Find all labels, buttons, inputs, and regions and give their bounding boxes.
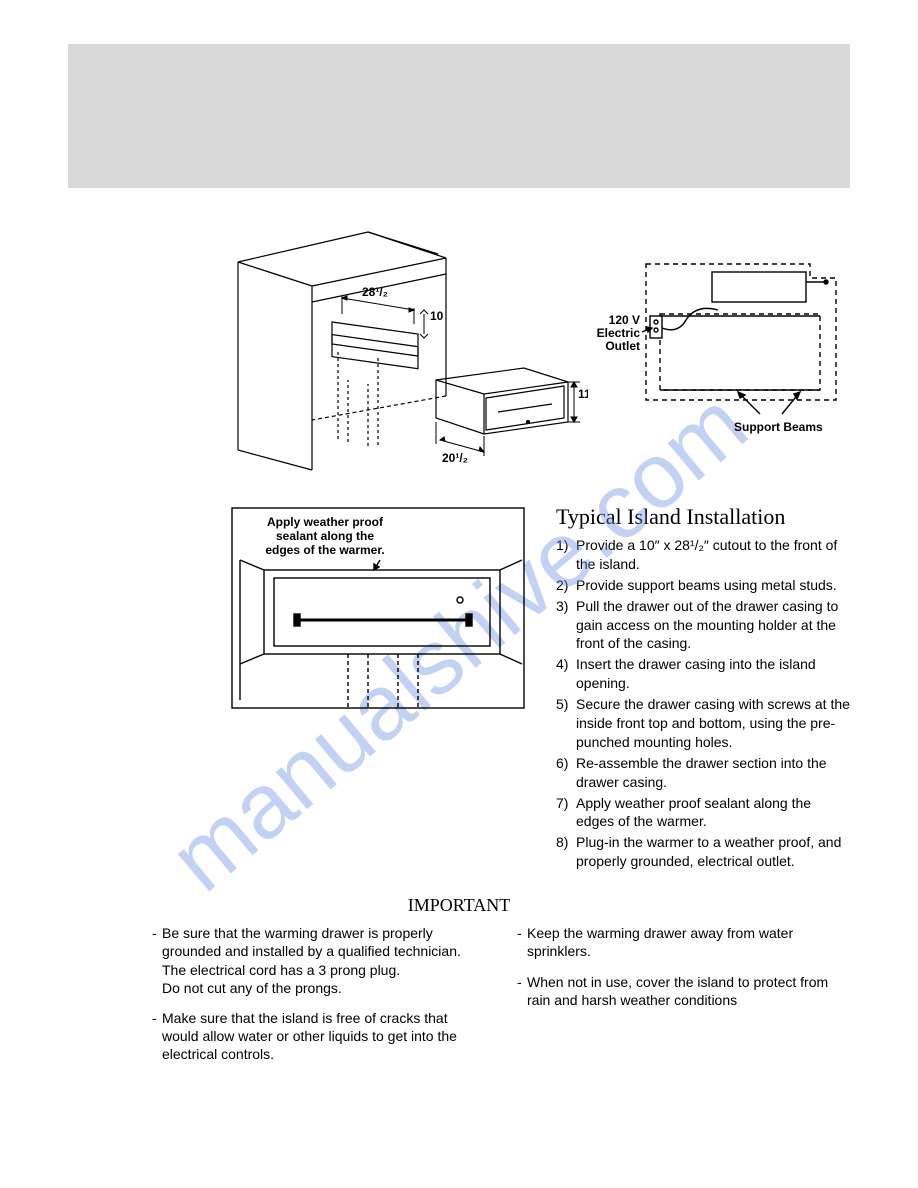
diagrams-row: 28¹/₂ 10 <box>68 222 850 492</box>
step-text: Plug-in the warmer to a weather proof, a… <box>576 833 850 871</box>
diagram-front: Apply weather proof sealant along the ed… <box>228 504 528 714</box>
sealant-label: Apply weather proof sealant along the ed… <box>250 516 400 557</box>
dash: - <box>517 973 527 1009</box>
step-num: 4) <box>556 655 576 693</box>
step-text: Apply weather proof sealant along the ed… <box>576 794 850 832</box>
important-text: When not in use, cover the island to pro… <box>527 973 850 1009</box>
diagram-support: 120 V Electric Outlet <box>630 260 850 420</box>
important-sub: The electrical cord has a 3 prong plug. <box>162 961 485 979</box>
step-text: Secure the drawer casing with screws at … <box>576 695 850 752</box>
step-text: Provide support beams using metal studs. <box>576 576 850 595</box>
outlet-line2: Electric <box>597 326 640 340</box>
dim-width: 28¹/₂ <box>362 285 388 299</box>
important-sub: Do not cut any of the prongs. <box>162 979 485 997</box>
important-text: Keep the warming drawer away from water … <box>527 924 850 960</box>
step-text: Re-assemble the drawer section into the … <box>576 754 850 792</box>
diagram-isometric: 28¹/₂ 10 <box>228 222 588 482</box>
step-num: 1) <box>556 536 576 574</box>
step-num: 7) <box>556 794 576 832</box>
important-text: Be sure that the warming drawer is prope… <box>162 925 461 959</box>
step-num: 2) <box>556 576 576 595</box>
step-num: 6) <box>556 754 576 792</box>
outlet-label: 120 V Electric Outlet <box>584 314 640 354</box>
step-num: 8) <box>556 833 576 871</box>
important-left: - Be sure that the warming drawer is pro… <box>152 924 485 1075</box>
important-heading: IMPORTANT <box>68 895 850 916</box>
step-text: Insert the drawer casing into the island… <box>576 655 850 693</box>
dim-cutout-h: 10 <box>430 309 444 323</box>
install-section: Typical Island Installation 1)Provide a … <box>556 504 850 873</box>
step-num: 5) <box>556 695 576 752</box>
dash: - <box>517 924 527 960</box>
header-banner <box>68 44 850 188</box>
important-columns: - Be sure that the warming drawer is pro… <box>68 924 850 1075</box>
support-beams-label: Support Beams <box>734 420 823 434</box>
sealant-l2: sealant along the <box>276 529 374 543</box>
step-num: 3) <box>556 597 576 654</box>
step-text: Provide a 10″ x 28¹/₂″ cutout to the fro… <box>576 536 850 574</box>
important-text: Make sure that the island is free of cra… <box>162 1009 485 1064</box>
dim-drawer-d: 20¹/₂ <box>442 451 468 465</box>
dash: - <box>152 1009 162 1064</box>
important-right: - Keep the warming drawer away from wate… <box>517 924 850 1075</box>
sealant-l3: edges of the warmer. <box>265 543 384 557</box>
step-text: Pull the drawer out of the drawer casing… <box>576 597 850 654</box>
dim-drawer-h: 11¹/₂ <box>578 387 588 401</box>
install-heading: Typical Island Installation <box>556 504 850 530</box>
outlet-line1: 120 V <box>609 313 640 327</box>
outlet-line3: Outlet <box>605 339 640 353</box>
install-steps: 1)Provide a 10″ x 28¹/₂″ cutout to the f… <box>556 536 850 871</box>
sealant-l1: Apply weather proof <box>267 515 383 529</box>
dash: - <box>152 924 162 997</box>
